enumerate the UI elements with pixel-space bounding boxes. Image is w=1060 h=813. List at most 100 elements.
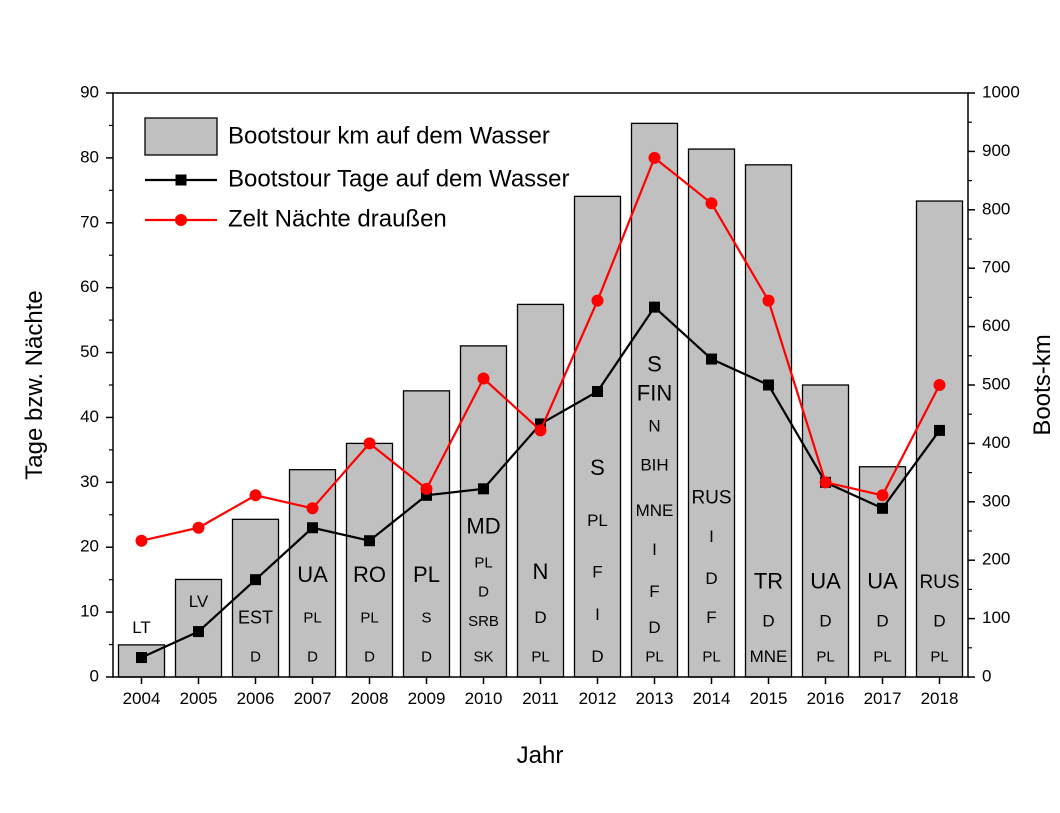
- point-naechte-2010: [477, 372, 490, 385]
- y-left-tick-label: 30: [80, 472, 99, 491]
- legend: Bootstour km auf dem Wasser Bootstour Tag…: [144, 117, 570, 232]
- annotation-label: PL: [873, 649, 891, 666]
- x-tick-label: 2013: [636, 689, 674, 708]
- annotation-label: D: [250, 649, 261, 666]
- annotation-label: I: [595, 605, 600, 624]
- line-series: [135, 151, 946, 664]
- point-tage-2005: [193, 626, 204, 638]
- x-tick-label: 2008: [351, 689, 389, 708]
- annotation-label: D: [421, 649, 432, 666]
- point-naechte-2017: [876, 489, 889, 502]
- bar-2008: [345, 442, 394, 678]
- bar-2014: [687, 148, 736, 678]
- annotation-label: MD: [466, 514, 500, 539]
- annotation-label: S: [421, 610, 431, 627]
- point-tage-2014: [706, 353, 717, 365]
- point-tage-2013: [649, 301, 660, 313]
- point-tage-2010: [478, 483, 489, 495]
- annotation-label: D: [364, 649, 375, 666]
- point-tage-2004: [136, 652, 147, 664]
- legend-label-bar: Bootstour km auf dem Wasser: [228, 122, 550, 149]
- y-axis-right-title: Boots-km: [1029, 334, 1056, 435]
- annotation-label: D: [307, 649, 318, 666]
- annotation-label: RO: [353, 562, 386, 587]
- annotation-label: TR: [754, 569, 783, 594]
- y-right-tick-label: 500: [982, 374, 1010, 393]
- point-naechte-2009: [420, 482, 433, 495]
- annotation-label: PL: [702, 649, 720, 666]
- point-naechte-2005: [192, 521, 205, 534]
- annotation-label: D: [705, 569, 717, 588]
- annotation-label: F: [592, 563, 602, 582]
- x-tick-label: 2004: [123, 689, 161, 708]
- y-left-tick-label: 40: [80, 407, 99, 426]
- annotation-label: UA: [810, 569, 841, 594]
- y-axis-left-title: Tage bzw. Nächte: [21, 290, 48, 479]
- annotation-label: MNE: [636, 501, 674, 520]
- annotation-label: EST: [238, 607, 273, 627]
- y-right-tick-label: 200: [982, 550, 1010, 569]
- point-naechte-2012: [591, 294, 604, 307]
- point-naechte-2006: [249, 489, 262, 502]
- annotation-label: D: [591, 647, 603, 666]
- annotation-label: PL: [645, 649, 663, 666]
- point-tage-2006: [250, 574, 261, 586]
- annotation-label: PL: [303, 610, 321, 627]
- y-left-tick-label: 10: [80, 602, 99, 621]
- point-tage-2008: [364, 535, 375, 547]
- y-left-tick-label: 90: [80, 82, 99, 101]
- x-tick-label: 2010: [465, 689, 503, 708]
- annotation-label: I: [652, 540, 657, 559]
- annotation-label: D: [819, 611, 831, 630]
- axes: 0102030405060708090010020030040050060070…: [80, 82, 1020, 708]
- x-tick-label: 2009: [408, 689, 446, 708]
- x-tick-label: 2012: [579, 689, 617, 708]
- annotation-label: PL: [360, 610, 378, 627]
- y-left-tick-label: 0: [90, 666, 99, 685]
- annotation-label: PL: [474, 554, 492, 571]
- annotation-label: I: [709, 527, 714, 546]
- point-tage-2011: [535, 418, 546, 430]
- bar-2015: [744, 164, 793, 678]
- annotation-label: LT: [132, 618, 151, 637]
- annotation-label: RUS: [919, 572, 959, 593]
- y-right-tick-label: 600: [982, 316, 1010, 335]
- annotation-label: UA: [297, 562, 328, 587]
- point-naechte-2018: [933, 379, 946, 391]
- y-right-tick-label: 700: [982, 258, 1010, 277]
- y-right-tick-label: 0: [982, 666, 991, 685]
- annotation-label: F: [649, 582, 659, 601]
- y-right-tick-label: 100: [982, 608, 1010, 627]
- point-tage-2017: [877, 502, 888, 514]
- legend-marker-circle: [175, 214, 187, 226]
- point-tage-2015: [763, 379, 774, 391]
- bar-2011: [516, 303, 565, 678]
- annotation-label: D: [933, 611, 945, 630]
- point-naechte-2004: [135, 534, 148, 547]
- x-tick-label: 2005: [180, 689, 218, 708]
- annotation-label: S: [647, 351, 662, 376]
- point-naechte-2014: [705, 197, 718, 210]
- bar-2006: [231, 518, 280, 678]
- y-right-tick-label: 400: [982, 433, 1010, 452]
- y-left-tick-label: 50: [80, 342, 99, 361]
- annotation-label: N: [533, 559, 549, 584]
- annotation-label: LV: [189, 592, 209, 611]
- y-left-tick-label: 80: [80, 147, 99, 166]
- point-tage-2007: [307, 522, 318, 534]
- annotation-label: PL: [816, 649, 834, 666]
- bar-2018: [915, 200, 964, 678]
- x-tick-label: 2011: [522, 689, 559, 708]
- point-naechte-2008: [363, 437, 376, 450]
- annotation-label: PL: [531, 649, 549, 666]
- annotation-label: D: [876, 611, 888, 630]
- x-tick-label: 2018: [921, 689, 959, 708]
- annotation-label: F: [706, 608, 716, 627]
- bar-series: [117, 122, 964, 678]
- y-right-tick-label: 800: [982, 199, 1010, 218]
- annotation-label: FIN: [637, 381, 672, 406]
- x-tick-label: 2006: [237, 689, 275, 708]
- annotation-label: PL: [587, 511, 608, 530]
- annotation-label: UA: [867, 569, 898, 594]
- legend-marker-square: [175, 174, 187, 186]
